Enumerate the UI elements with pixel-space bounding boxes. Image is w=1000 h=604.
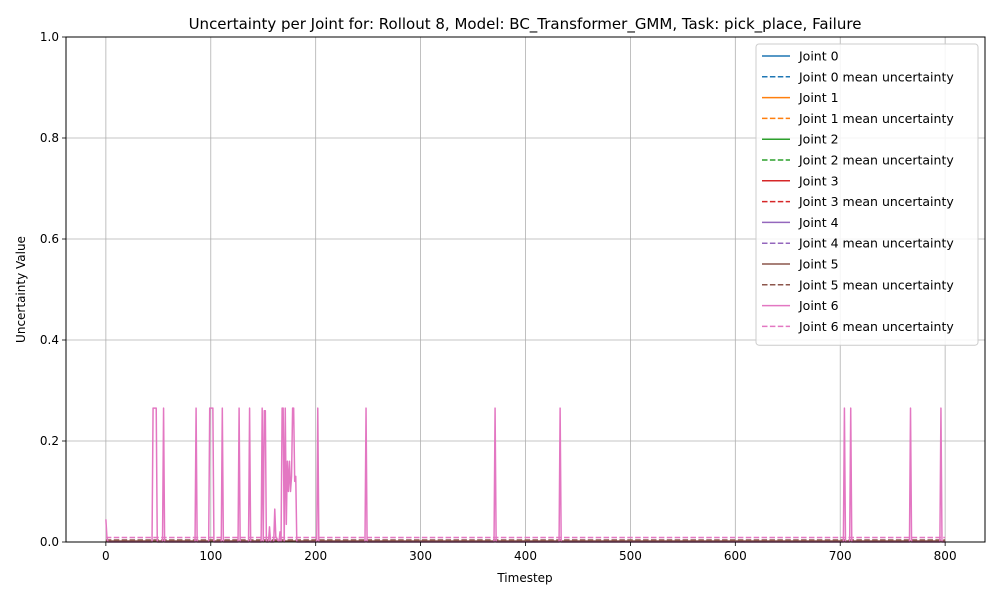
legend: Joint 0 Joint 0 mean uncertainty Joint 1 Jo… [755,43,979,346]
legend-label-5: Joint 2 mean uncertainty [798,153,954,168]
legend-label-7: Joint 3 mean uncertainty [798,194,954,209]
legend-box [755,43,979,346]
legend-label-11: Joint 5 mean uncertainty [798,277,954,292]
y-axis-label: Uncertainty Value [14,236,28,343]
legend-label-1: Joint 0 mean uncertainty [798,69,954,84]
x-tick-label: 200 [304,549,327,563]
y-axis-ticks: 0.0 0.2 0.4 0.6 0.8 1.0 [40,30,66,549]
chart-title: Uncertainty per Joint for: Rollout 8, Mo… [189,15,862,34]
x-axis-label: Timestep [496,571,552,585]
x-tick-label: 700 [829,549,852,563]
x-tick-label: 300 [409,549,432,563]
legend-label-10: Joint 5 [798,257,839,272]
x-tick-label: 600 [724,549,747,563]
legend-label-8: Joint 4 [798,215,839,230]
x-tick-label: 800 [934,549,957,563]
x-tick-label: 400 [514,549,537,563]
y-tick-label: 1.0 [40,30,59,44]
legend-label-0: Joint 0 [798,49,839,64]
x-tick-label: 500 [619,549,642,563]
legend-label-9: Joint 4 mean uncertainty [798,236,954,251]
y-tick-label: 0.4 [40,333,59,347]
x-tick-label: 0 [102,549,110,563]
y-tick-label: 0.8 [40,131,59,145]
legend-label-3: Joint 1 mean uncertainty [798,111,954,126]
y-tick-label: 0.0 [40,535,59,549]
x-tick-label: 100 [199,549,222,563]
legend-label-13: Joint 6 mean uncertainty [798,319,954,334]
legend-label-2: Joint 1 [798,90,839,105]
legend-label-12: Joint 6 [798,298,839,313]
legend-label-6: Joint 3 [798,173,839,188]
y-tick-label: 0.6 [40,232,59,246]
legend-label-4: Joint 2 [798,132,839,147]
x-axis-ticks: 0 100 200 300 400 500 600 700 800 [102,542,957,563]
y-tick-label: 0.2 [40,434,59,448]
